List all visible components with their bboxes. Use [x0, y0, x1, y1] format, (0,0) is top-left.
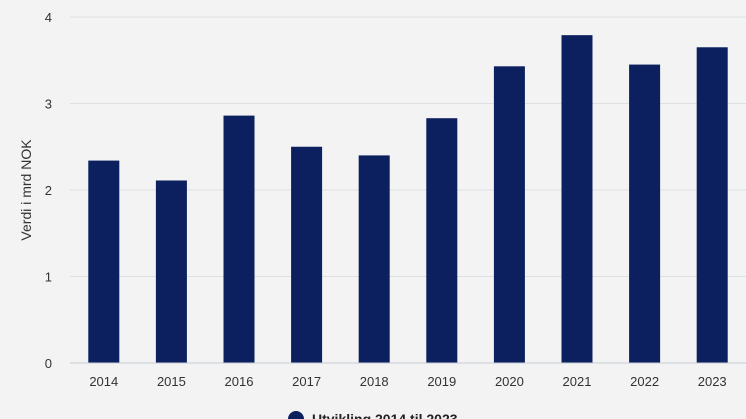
x-tick-label: 2022 [630, 374, 659, 389]
bar-2020[interactable] [493, 66, 525, 364]
x-tick-label: 2023 [698, 374, 727, 389]
x-tick-label: 2017 [292, 374, 321, 389]
bar-2021[interactable] [561, 35, 593, 363]
bars [88, 35, 728, 364]
x-tick-label: 2018 [360, 374, 389, 389]
legend-marker [288, 411, 304, 419]
bar-2015[interactable] [155, 180, 187, 363]
y-tick-label: 3 [45, 97, 52, 112]
bar-2014[interactable] [88, 160, 120, 363]
legend[interactable]: Utvikling 2014 til 2023 [288, 411, 458, 419]
legend-label: Utvikling 2014 til 2023 [312, 411, 458, 419]
x-tick-label: 2015 [157, 374, 186, 389]
y-axis-label: Verdi i mrd NOK [18, 139, 34, 241]
bar-2018[interactable] [358, 155, 390, 363]
x-tick-label: 2021 [563, 374, 592, 389]
x-axis-ticks: 2014 2015 2016 2017 2018 2019 2020 2021 2022 2023 [89, 374, 726, 389]
y-tick-label: 1 [45, 270, 52, 285]
bar-2023[interactable] [696, 47, 728, 364]
x-tick-label: 2020 [495, 374, 524, 389]
x-tick-label: 2014 [89, 374, 118, 389]
bar-2017[interactable] [291, 146, 323, 363]
x-tick-label: 2019 [427, 374, 456, 389]
y-tick-label: 2 [45, 183, 52, 198]
bar-2019[interactable] [426, 118, 458, 363]
bar-2022[interactable] [629, 64, 661, 363]
y-axis-ticks: 0 1 2 3 4 [45, 10, 52, 371]
bar-2016[interactable] [223, 115, 255, 363]
y-tick-label: 0 [45, 356, 52, 371]
y-tick-label: 4 [45, 10, 52, 25]
x-tick-label: 2016 [225, 374, 254, 389]
